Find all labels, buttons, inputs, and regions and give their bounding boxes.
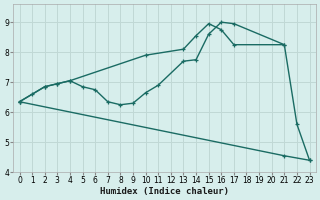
- X-axis label: Humidex (Indice chaleur): Humidex (Indice chaleur): [100, 187, 229, 196]
